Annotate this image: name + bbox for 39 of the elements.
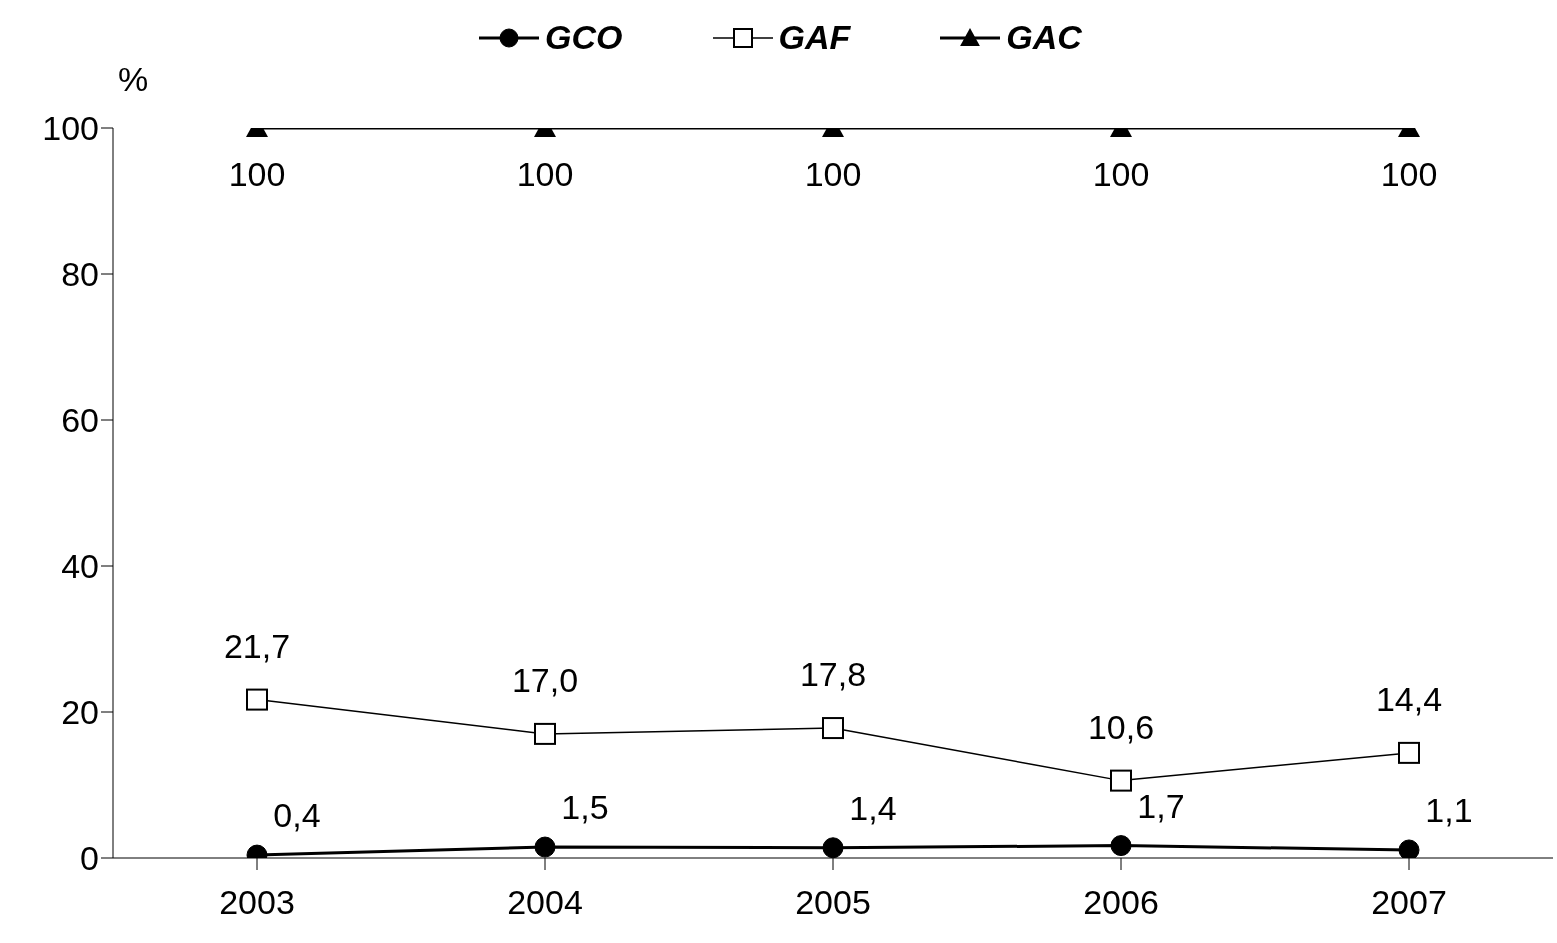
point bbox=[1110, 769, 1132, 792]
point bbox=[534, 722, 556, 745]
point bbox=[246, 688, 268, 711]
y-tick-label: 60 bbox=[61, 401, 99, 440]
y-tick-label: 0 bbox=[80, 839, 99, 878]
y-tick-label: 80 bbox=[61, 255, 99, 294]
point bbox=[1398, 839, 1420, 858]
x-tick-label: 2003 bbox=[219, 883, 295, 922]
data-label: 1,5 bbox=[561, 788, 609, 827]
point bbox=[1398, 741, 1420, 764]
data-label: 1,1 bbox=[1425, 790, 1473, 829]
point bbox=[822, 837, 844, 858]
point bbox=[822, 717, 844, 740]
x-tick-label: 2007 bbox=[1371, 883, 1447, 922]
legend-label: GCO bbox=[545, 18, 623, 57]
data-label: 100 bbox=[516, 155, 574, 193]
y-tick-label: 40 bbox=[61, 547, 99, 586]
x-tick-label: 2006 bbox=[1083, 883, 1159, 922]
data-label: 100 bbox=[804, 155, 862, 193]
data-label: 17,8 bbox=[799, 655, 867, 694]
legend-label: GAF bbox=[778, 18, 851, 57]
data-label: 100 bbox=[228, 155, 286, 193]
data-label: 100 bbox=[1380, 155, 1438, 193]
y-tick-label: 100 bbox=[42, 109, 99, 148]
data-label: 1,4 bbox=[849, 788, 897, 827]
y-tick-label: 20 bbox=[61, 693, 99, 732]
data-label: 100 bbox=[1092, 155, 1150, 193]
data-label: 0,4 bbox=[273, 796, 321, 835]
data-label: 10,6 bbox=[1087, 707, 1155, 746]
point bbox=[1110, 835, 1132, 857]
data-label: 1,7 bbox=[1137, 786, 1185, 825]
data-label: 21,7 bbox=[223, 626, 291, 665]
data-label: 17,0 bbox=[511, 660, 579, 699]
legend-label: GAC bbox=[1006, 18, 1082, 57]
data-label: 14,4 bbox=[1375, 679, 1443, 718]
x-tick-label: 2004 bbox=[507, 883, 583, 922]
point bbox=[534, 836, 556, 858]
x-tick-label: 2005 bbox=[795, 883, 871, 922]
y-axis-title: % bbox=[118, 60, 149, 99]
